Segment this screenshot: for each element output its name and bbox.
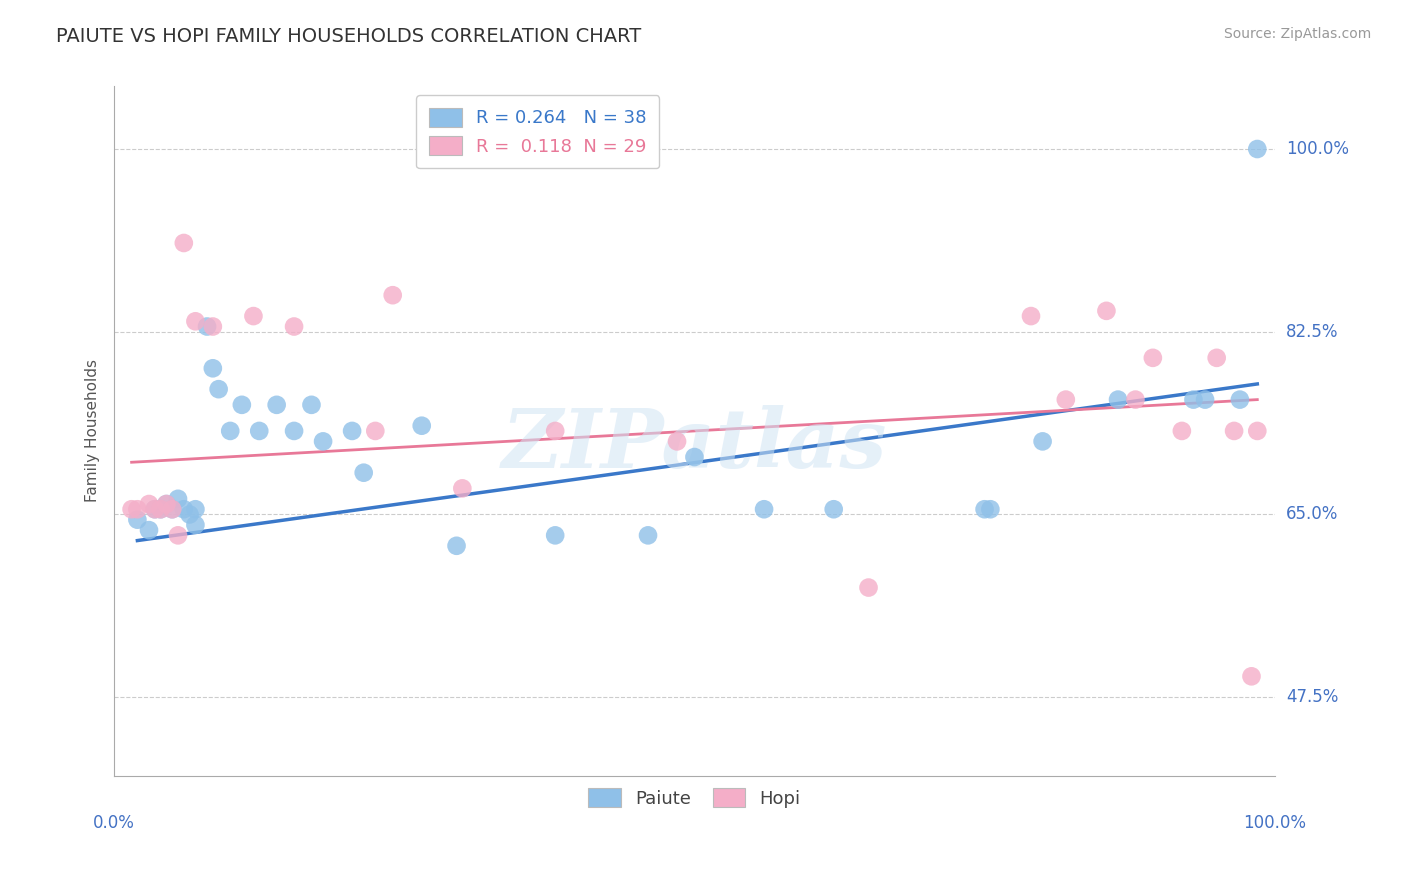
Point [121, 502, 143, 516]
Point [149, 502, 172, 516]
Point [823, 502, 845, 516]
Text: Source: ZipAtlas.com: Source: ZipAtlas.com [1223, 27, 1371, 41]
Text: 0.0%: 0.0% [93, 814, 135, 832]
Point [138, 523, 160, 537]
Point [752, 502, 775, 516]
Point [208, 382, 231, 396]
Point [451, 481, 474, 495]
Point [1229, 392, 1251, 407]
Point [1246, 424, 1268, 438]
Point [683, 450, 706, 464]
Point [160, 502, 183, 516]
Point [1019, 309, 1042, 323]
Text: 100.0%: 100.0% [1286, 140, 1348, 158]
Text: 47.5%: 47.5% [1286, 689, 1339, 706]
Point [184, 314, 207, 328]
Point [143, 502, 166, 516]
Point [160, 502, 183, 516]
Point [283, 424, 305, 438]
Text: 65.0%: 65.0% [1286, 506, 1339, 524]
Point [1240, 669, 1263, 683]
Point [364, 424, 387, 438]
Point [173, 502, 195, 516]
Point [1107, 392, 1129, 407]
Point [231, 398, 253, 412]
Point [138, 497, 160, 511]
Point [1054, 392, 1077, 407]
Point [1095, 303, 1118, 318]
Point [201, 319, 224, 334]
Point [411, 418, 433, 433]
Point [858, 581, 880, 595]
Text: 82.5%: 82.5% [1286, 323, 1339, 341]
Point [143, 502, 166, 516]
Point [973, 502, 995, 516]
Text: PAIUTE VS HOPI FAMILY HOUSEHOLDS CORRELATION CHART: PAIUTE VS HOPI FAMILY HOUSEHOLDS CORRELA… [56, 27, 641, 45]
Point [1125, 392, 1147, 407]
Point [247, 424, 270, 438]
Point [127, 502, 149, 516]
Point [1171, 424, 1194, 438]
Point [219, 424, 242, 438]
Point [1223, 424, 1246, 438]
Point [1246, 142, 1268, 156]
Point [127, 513, 149, 527]
Point [381, 288, 404, 302]
Point [637, 528, 659, 542]
Point [195, 319, 218, 334]
Point [155, 497, 177, 511]
Point [155, 497, 177, 511]
Point [1182, 392, 1205, 407]
Point [184, 502, 207, 516]
Point [340, 424, 363, 438]
Point [1194, 392, 1216, 407]
Point [201, 361, 224, 376]
Point [242, 309, 264, 323]
Text: ZIPatlas: ZIPatlas [502, 405, 887, 484]
Point [184, 517, 207, 532]
Point [446, 539, 468, 553]
Point [266, 398, 288, 412]
Point [1205, 351, 1227, 365]
Legend: Paiute, Hopi: Paiute, Hopi [581, 780, 808, 814]
Point [173, 235, 195, 250]
Point [1142, 351, 1164, 365]
Point [1032, 434, 1054, 449]
Point [353, 466, 375, 480]
Text: 100.0%: 100.0% [1243, 814, 1306, 832]
Point [283, 319, 305, 334]
Point [979, 502, 1001, 516]
Point [167, 528, 190, 542]
Point [544, 528, 567, 542]
Point [312, 434, 335, 449]
Point [179, 508, 201, 522]
Y-axis label: Family Households: Family Households [86, 359, 100, 502]
Point [301, 398, 323, 412]
Point [167, 491, 190, 506]
Point [544, 424, 567, 438]
Point [149, 502, 172, 516]
Point [666, 434, 689, 449]
